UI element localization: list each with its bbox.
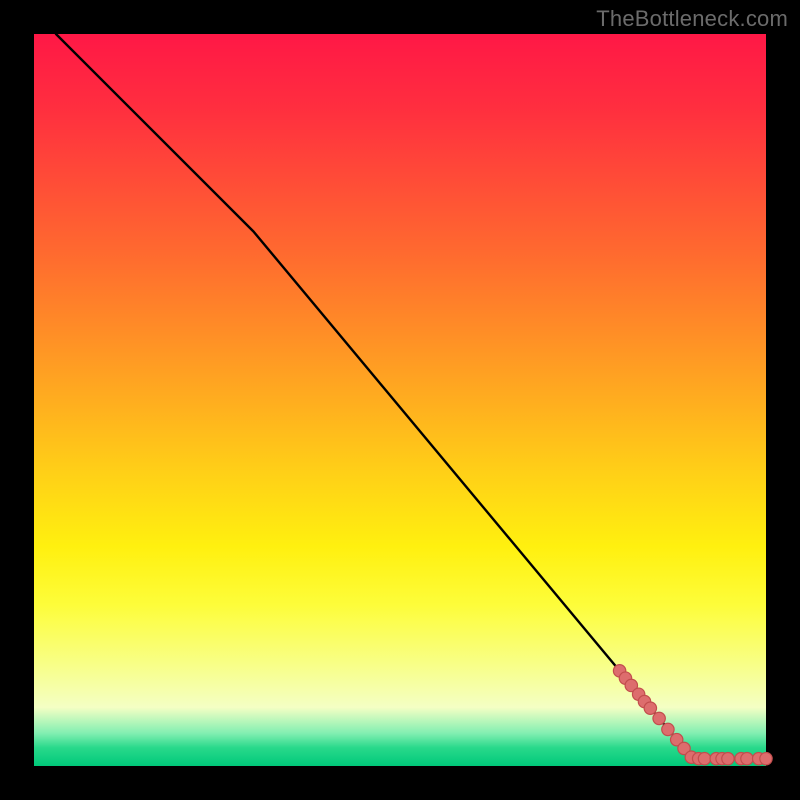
data-point [722,752,734,764]
data-point [698,752,710,764]
watermark-text: TheBottleneck.com [596,6,788,32]
data-point [760,752,772,764]
data-point [741,752,753,764]
data-point [644,702,656,714]
data-point [662,723,674,735]
bottleneck-chart [0,0,800,800]
data-point [653,712,665,724]
chart-container: TheBottleneck.com [0,0,800,800]
plot-background [34,34,766,766]
